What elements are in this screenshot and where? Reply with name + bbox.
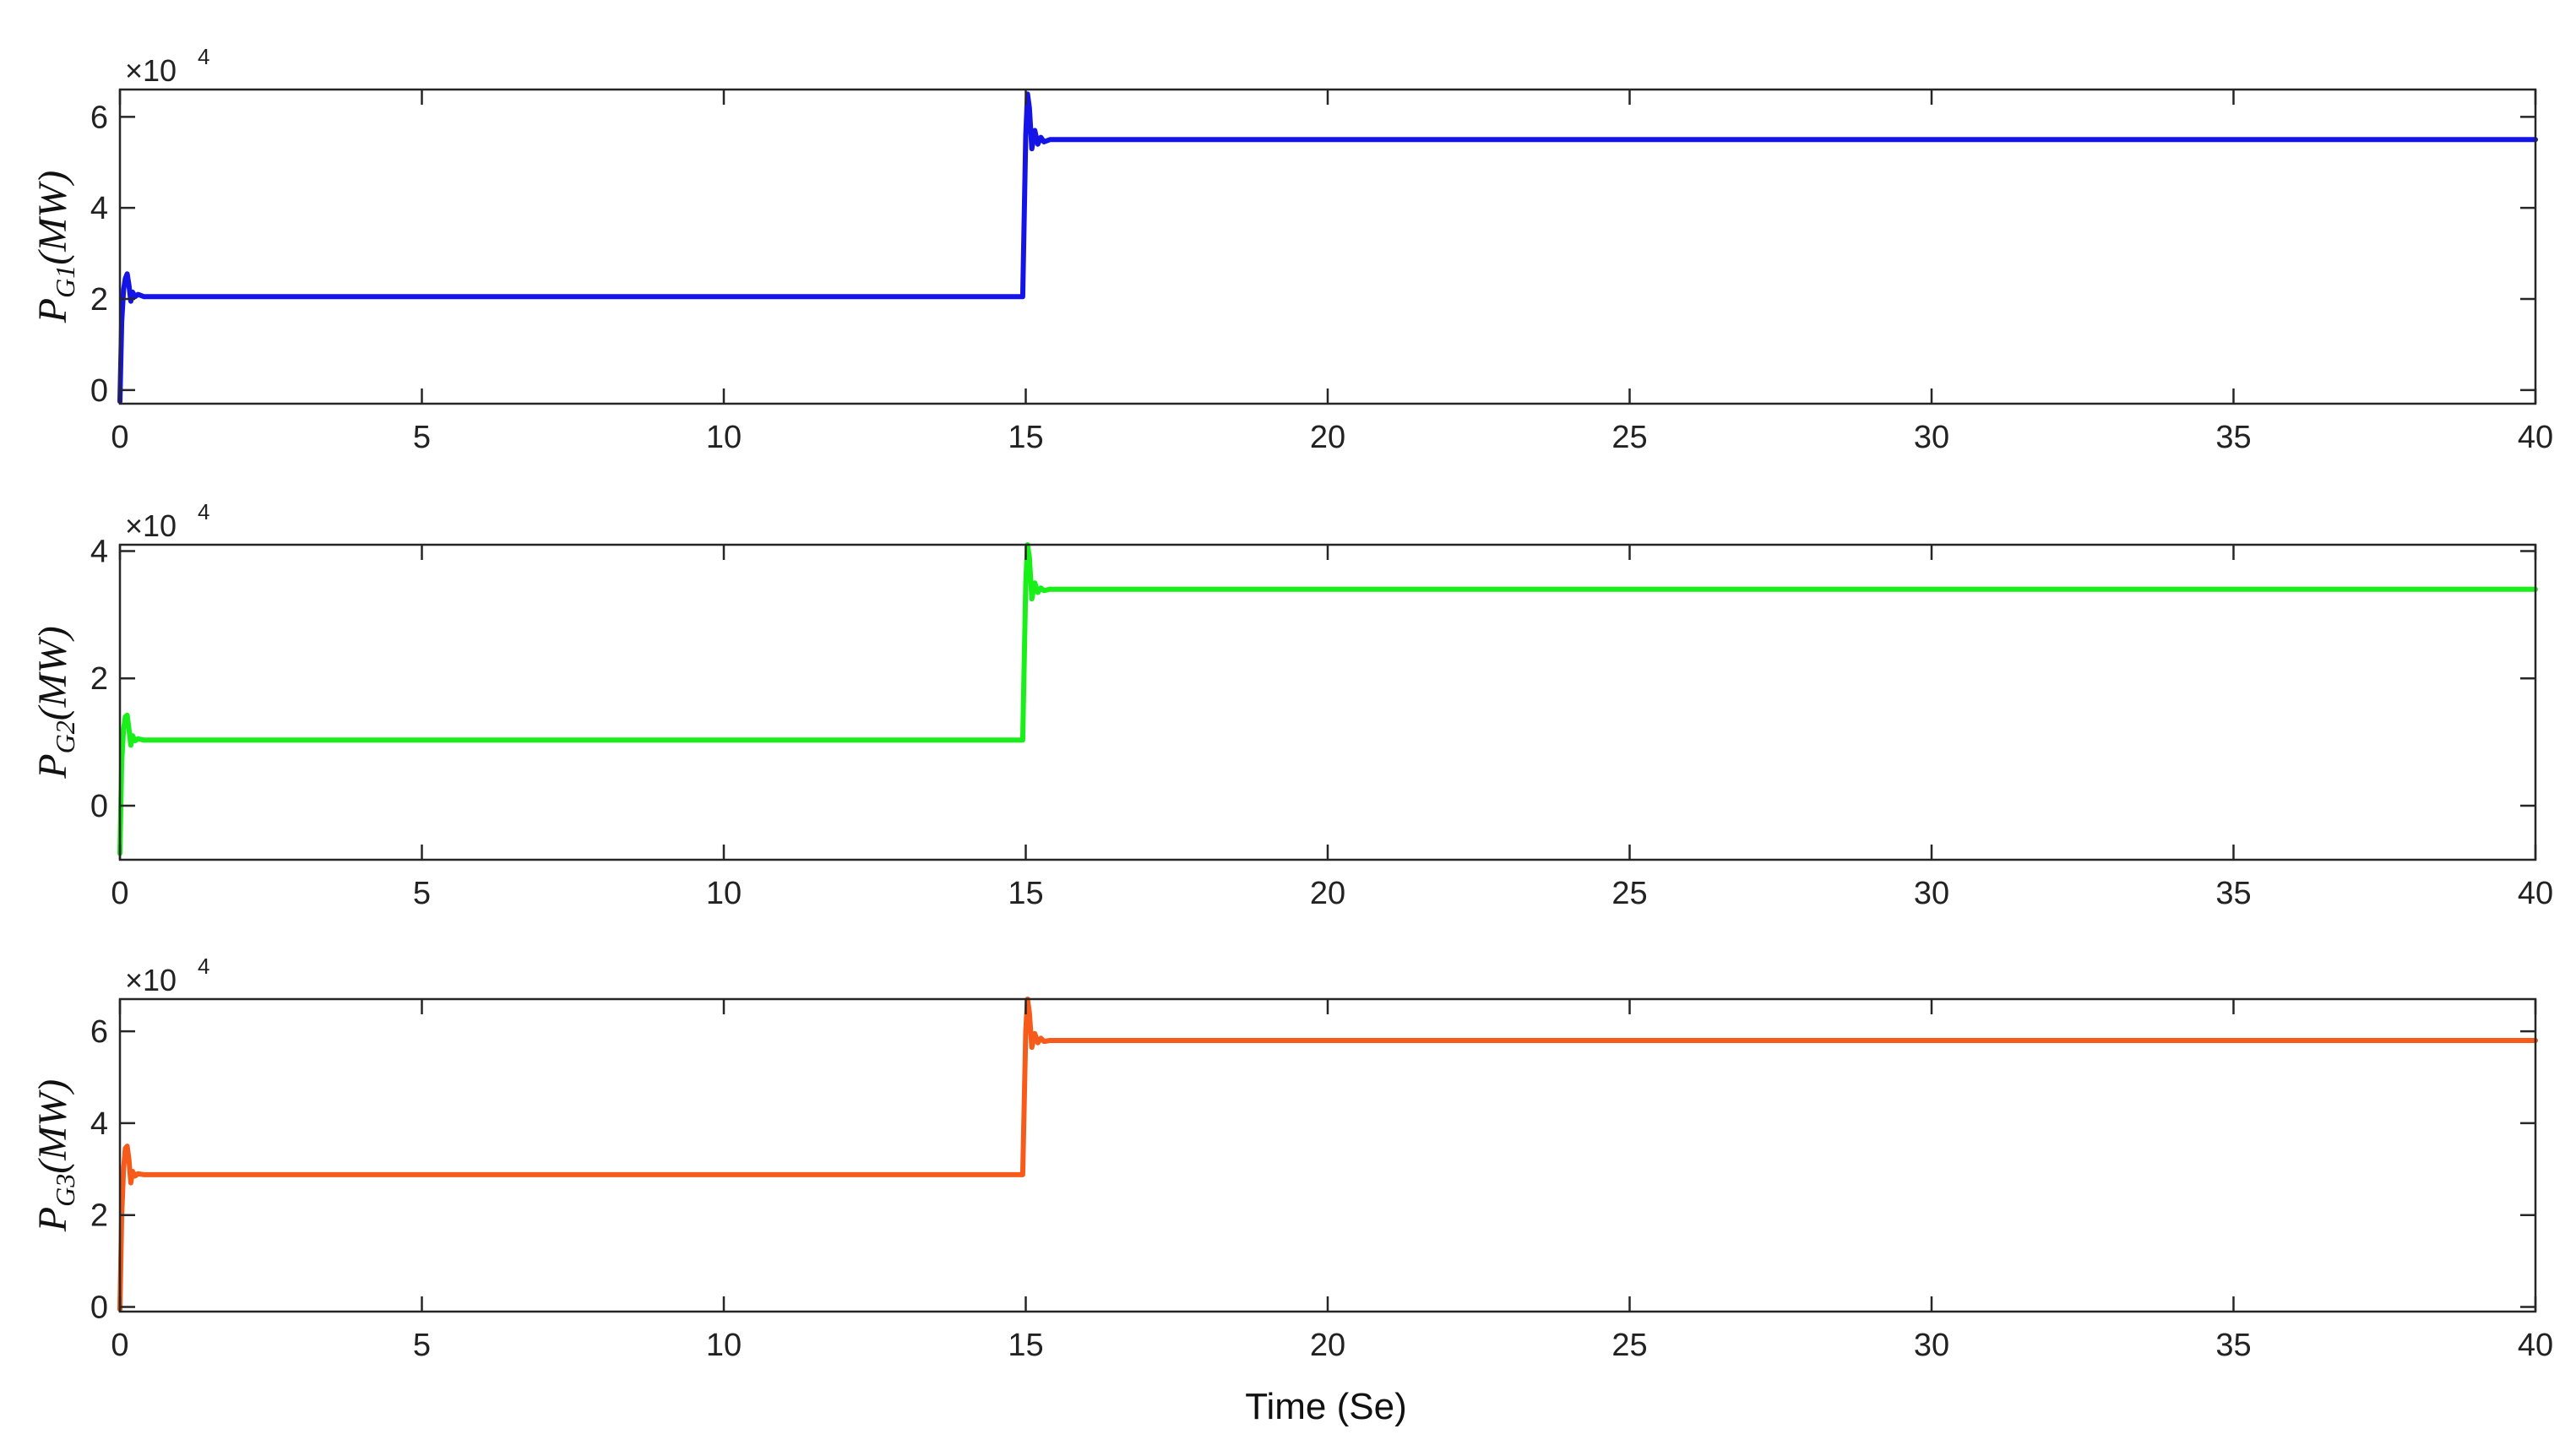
x-tick-label: 25 <box>1611 876 1647 911</box>
y-tick-label: 2 <box>90 282 108 318</box>
x-tick-label: 40 <box>2518 876 2553 911</box>
x-tick-label: 0 <box>111 1328 128 1363</box>
y-axis-label: PG1(MW) <box>30 171 80 323</box>
y-tick-label: 4 <box>90 535 108 570</box>
subplot-1: 0 5 10 15 20 25 30 35 40 0 2 4 6 ×10 4 PG1(MW) <box>30 44 2553 455</box>
x-tick-label: 20 <box>1310 420 1345 455</box>
subplot-3: 0 5 10 15 20 25 30 35 40 0 2 4 6 ×10 4 PG3(MW) <box>30 953 2553 1363</box>
x-tick-label: 40 <box>2518 1328 2553 1363</box>
y-axis-label: PG3(MW) <box>30 1079 80 1232</box>
series-line-2 <box>117 542 2538 856</box>
x-tick-label: 15 <box>1008 876 1043 911</box>
y-tick-label: 4 <box>90 1106 108 1142</box>
x-tick-label: 5 <box>413 1328 431 1363</box>
x-tick-label: 0 <box>111 876 128 911</box>
x-tick-label: 15 <box>1008 1328 1043 1363</box>
x-tick-label: 5 <box>413 876 431 911</box>
x-axis-label: Time (Se) <box>1245 1386 1407 1427</box>
x-tick-label: 35 <box>2215 1328 2251 1363</box>
x-tick-label: 10 <box>706 876 742 911</box>
x-tick-label: 10 <box>706 1328 742 1363</box>
x-tick-label: 40 <box>2518 420 2553 455</box>
y-exponent-power: 4 <box>198 44 209 69</box>
axes-box <box>118 88 2537 405</box>
y-tick-label: 0 <box>90 373 108 409</box>
y-tick-label: 0 <box>90 1290 108 1326</box>
x-tick-label: 30 <box>1914 1328 1949 1363</box>
x-tick-label: 35 <box>2215 876 2251 911</box>
subplot-2: 0 5 10 15 20 25 30 35 40 0 2 4 ×10 4 PG2(MW) <box>30 499 2553 911</box>
y-exponent-power: 4 <box>198 953 209 979</box>
y-exponent-label: ×10 <box>125 53 177 88</box>
y-exponent-label: ×10 <box>125 508 177 543</box>
x-tick-label: 15 <box>1008 420 1043 455</box>
y-tick-label: 4 <box>90 191 108 226</box>
y-tick-label: 6 <box>90 1014 108 1050</box>
y-tick-label: 0 <box>90 789 108 824</box>
series-line-1 <box>117 91 2538 405</box>
axes-box <box>118 543 2537 861</box>
y-tick-label: 6 <box>90 100 108 135</box>
x-tick-label: 5 <box>413 420 431 455</box>
y-axis-label: PG2(MW) <box>30 626 80 779</box>
y-exponent-power: 4 <box>198 499 209 524</box>
x-tick-label: 30 <box>1914 420 1949 455</box>
y-tick-label: 2 <box>90 1198 108 1234</box>
y-tick-label: 2 <box>90 661 108 697</box>
x-tick-label: 25 <box>1611 1328 1647 1363</box>
x-tick-label: 0 <box>111 420 128 455</box>
series-line-3 <box>117 997 2538 1312</box>
x-tick-label: 30 <box>1914 876 1949 911</box>
x-tick-label: 10 <box>706 420 742 455</box>
y-exponent-label: ×10 <box>125 963 177 997</box>
x-tick-label: 20 <box>1310 1328 1345 1363</box>
x-tick-label: 20 <box>1310 876 1345 911</box>
x-tick-label: 25 <box>1611 420 1647 455</box>
x-tick-label: 35 <box>2215 420 2251 455</box>
axes-box <box>118 997 2537 1313</box>
